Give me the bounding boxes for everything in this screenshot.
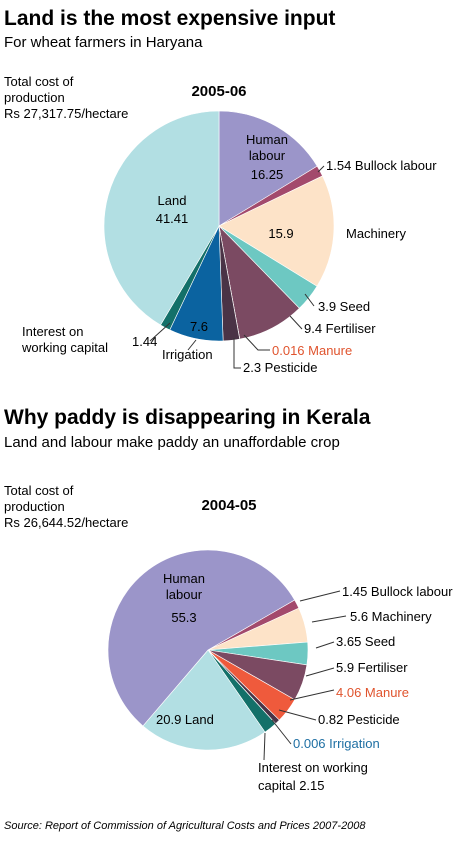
chart-1-total-label-line-1: Total cost of <box>4 74 74 89</box>
chart-2-leader-pesticide <box>278 709 317 721</box>
chart-1-label-land-value: 41.41 <box>156 211 189 226</box>
chart-2-leader-lines <box>263 590 347 761</box>
chart-1-label-interest-line-2: working capital <box>21 340 108 355</box>
chart-2-label-interest-line-1: Interest on working <box>258 760 368 775</box>
chart-2-slice-human-labour <box>107 549 296 727</box>
chart-1-year: 2005-06 <box>191 83 246 100</box>
chart-2-label-human-value: 55.3 <box>171 610 196 625</box>
chart-2-leader-seed <box>315 641 335 649</box>
chart-1-label-irrigation: Irrigation <box>162 347 213 362</box>
chart-1-total-label-line-2: production <box>4 90 65 105</box>
chart-1: Land is the most expensive input For whe… <box>4 7 437 375</box>
chart-1-subtitle: For wheat farmers in Haryana <box>4 34 203 51</box>
chart-2-label-interest-line-2: capital 2.15 <box>258 778 325 793</box>
chart-1-leader-bullock <box>317 165 325 173</box>
chart-1-label-irrigation-value: 7.6 <box>190 319 208 334</box>
chart-2-label-irrigation: 0.006 Irrigation <box>293 736 380 751</box>
chart-1-label-human-line-1: Human <box>246 132 288 147</box>
chart-2-label-human-line-2: labour <box>166 587 203 602</box>
chart-1-label-human-value: 16.25 <box>251 167 284 182</box>
chart-2-leader-bullock <box>299 590 341 602</box>
chart-1-label-land: Land <box>158 193 187 208</box>
chart-2-label-human-line-1: Human <box>163 571 205 586</box>
chart-2-subtitle: Land and labour make paddy an unaffordab… <box>4 434 340 451</box>
chart-1-slice-land <box>103 110 220 326</box>
chart-2-pie <box>107 549 309 751</box>
chart-1-label-interest-value: 1.44 <box>132 334 157 349</box>
chart-2-leader-interest <box>263 732 266 761</box>
chart-1-label-seed: 3.9 Seed <box>318 299 370 314</box>
chart-2-leader-irrigation <box>271 719 292 745</box>
chart-1-leader-lines <box>149 165 325 369</box>
chart-2-total-label-line-3: Rs 26,644.52/hectare <box>4 515 128 530</box>
chart-1-label-bullock: 1.54 Bullock labour <box>326 158 437 173</box>
chart-2-label-machinery: 5.6 Machinery <box>350 609 432 624</box>
chart-1-title: Land is the most expensive input <box>4 7 335 30</box>
chart-1-label-pesticide: 2.3 Pesticide <box>243 360 317 375</box>
chart-1-slice-human-labour <box>218 110 318 227</box>
chart-1-label-interest-line-1: Interest on <box>22 324 83 339</box>
chart-1-label-machinery: Machinery <box>346 226 406 241</box>
source-note: Source: Report of Commission of Agricult… <box>4 820 366 832</box>
chart-2-label-manure: 4.06 Manure <box>336 685 409 700</box>
chart-1-leader-seed <box>304 293 315 307</box>
chart-1-label-fertiliser: 9.4 Fertiliser <box>304 321 376 336</box>
chart-2-leader-fertiliser <box>305 667 335 677</box>
chart-1-label-machinery-value: 15.9 <box>268 226 293 241</box>
chart-1-slice-machinery <box>218 175 335 287</box>
chart-2-label-fertiliser: 5.9 Fertiliser <box>336 660 408 675</box>
chart-1-pie <box>103 110 335 342</box>
chart-2-label-seed: 3.65 Seed <box>336 634 395 649</box>
chart-1-leader-irrigation <box>187 339 197 351</box>
chart-2: Why paddy is disappearing in Kerala Land… <box>4 406 453 793</box>
chart-1-leader-pesticide <box>233 338 241 369</box>
chart-2-label-pesticide: 0.82 Pesticide <box>318 712 400 727</box>
chart-2-total-label-line-1: Total cost of <box>4 483 74 498</box>
chart-2-slice-land <box>142 649 266 751</box>
chart-2-label-land: 20.9 Land <box>156 712 214 727</box>
chart-1-total-label-line-3: Rs 27,317.75/hectare <box>4 106 128 121</box>
chart-1-leader-manure <box>243 334 270 351</box>
chart-1-label-human-line-2: labour <box>249 148 286 163</box>
chart-1-leader-interest <box>149 322 171 342</box>
chart-2-leader-manure <box>289 689 335 701</box>
chart-2-title: Why paddy is disappearing in Kerala <box>4 406 371 429</box>
chart-2-year: 2004-05 <box>201 497 256 514</box>
chart-2-total-label-line-2: production <box>4 499 65 514</box>
chart-1-label-manure: 0.016 Manure <box>272 343 352 358</box>
chart-1-leader-fertiliser <box>289 315 303 330</box>
chart-2-leader-machinery <box>311 615 347 623</box>
chart-2-label-bullock: 1.45 Bullock labour <box>342 584 453 599</box>
